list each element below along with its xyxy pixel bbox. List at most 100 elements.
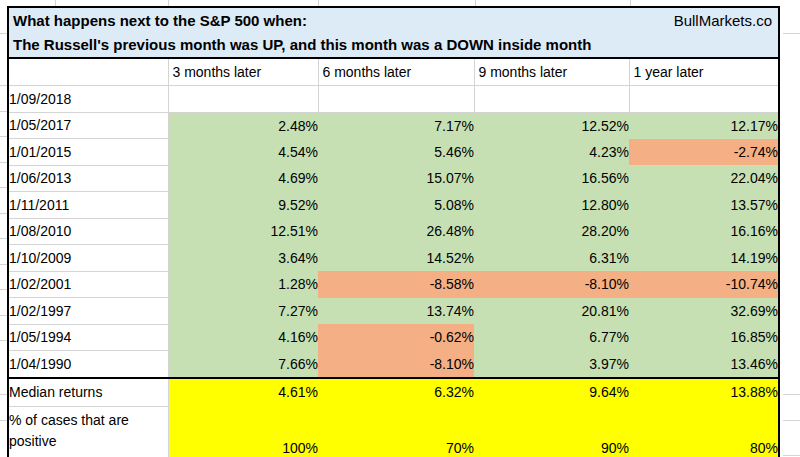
return-value-cell: 7.17% bbox=[318, 112, 474, 139]
empty-cell bbox=[318, 86, 474, 113]
median-value-cell: 13.88% bbox=[629, 378, 778, 407]
table-row: 1/08/201012.51%26.48%28.20%16.16% bbox=[9, 218, 778, 245]
return-value-cell: -8.58% bbox=[318, 271, 474, 298]
return-value-cell: 6.31% bbox=[474, 245, 629, 272]
table-row: 1/04/19907.66%-8.10%3.97%13.46% bbox=[9, 351, 778, 378]
date-cell: 1/02/2001 bbox=[9, 271, 168, 298]
return-value-cell: 12.52% bbox=[474, 112, 629, 139]
gridline bbox=[0, 420, 7, 421]
table-row: 1/05/20172.48%7.17%12.52%12.17% bbox=[9, 112, 778, 139]
gridline bbox=[0, 111, 7, 112]
return-value-cell: -10.74% bbox=[629, 271, 778, 298]
return-value-cell: 7.27% bbox=[168, 298, 318, 325]
date-cell: 1/05/2017 bbox=[9, 112, 168, 139]
return-value-cell: 12.17% bbox=[629, 112, 778, 139]
empty-cell bbox=[168, 86, 318, 113]
gridline bbox=[0, 85, 7, 86]
return-value-cell: -2.74% bbox=[629, 139, 778, 166]
gridline bbox=[0, 289, 7, 290]
gridline bbox=[0, 394, 7, 395]
spreadsheet-canvas: What happens next to the S&P 500 when: B… bbox=[0, 0, 800, 457]
percent-positive-label: % of cases that are positive bbox=[9, 406, 168, 457]
date-cell: 1/06/2013 bbox=[9, 165, 168, 192]
table-row: 1/02/19977.27%13.74%20.81%32.69% bbox=[9, 298, 778, 325]
return-value-cell: 5.08% bbox=[318, 192, 474, 219]
column-header: 6 months later bbox=[318, 59, 474, 86]
median-value-cell: 9.64% bbox=[474, 378, 629, 407]
percent-positive-label-line2: positive bbox=[9, 431, 168, 452]
date-cell: 1/05/1994 bbox=[9, 324, 168, 351]
date-cell: 1/08/2010 bbox=[9, 218, 168, 245]
table-row: 1/01/20154.54%5.46%4.23%-2.74% bbox=[9, 139, 778, 166]
return-value-cell: -8.10% bbox=[474, 271, 629, 298]
return-value-cell: 7.66% bbox=[168, 351, 318, 378]
return-value-cell: 4.23% bbox=[474, 139, 629, 166]
percent-positive-value-cell: 70% bbox=[318, 406, 474, 457]
return-value-cell: 2.48% bbox=[168, 112, 318, 139]
median-value-cell: 6.32% bbox=[318, 378, 474, 407]
return-value-cell: -0.62% bbox=[318, 324, 474, 351]
empty-cell bbox=[474, 86, 629, 113]
column-header: 9 months later bbox=[474, 59, 629, 86]
return-value-cell: 9.52% bbox=[168, 192, 318, 219]
table-row: 1/02/20011.28%-8.58%-8.10%-10.74% bbox=[9, 271, 778, 298]
date-cell: 1/02/1997 bbox=[9, 298, 168, 325]
return-value-cell: 3.97% bbox=[474, 351, 629, 378]
column-header: 1 year later bbox=[629, 59, 778, 86]
return-value-cell: 3.64% bbox=[168, 245, 318, 272]
gridline bbox=[0, 33, 7, 34]
return-value-cell: 13.46% bbox=[629, 351, 778, 378]
date-cell: 1/01/2015 bbox=[9, 139, 168, 166]
table-row: 1/10/20093.64%14.52%6.31%14.19% bbox=[9, 245, 778, 272]
percent-positive-value-cell: 80% bbox=[629, 406, 778, 457]
return-value-cell: 12.80% bbox=[474, 192, 629, 219]
return-value-cell: 4.69% bbox=[168, 165, 318, 192]
percent-positive-value-cell: 100% bbox=[168, 406, 318, 457]
median-returns-row: Median returns 4.61%6.32%9.64%13.88% bbox=[9, 378, 778, 407]
gridline bbox=[783, 420, 800, 421]
return-value-cell: 16.56% bbox=[474, 165, 629, 192]
return-value-cell: 20.81% bbox=[474, 298, 629, 325]
gridline bbox=[783, 33, 800, 34]
date-cell: 1/09/2018 bbox=[9, 86, 168, 113]
table-row: 1/06/20134.69%15.07%16.56%22.04% bbox=[9, 165, 778, 192]
gridline bbox=[783, 455, 800, 456]
median-value-cell: 4.61% bbox=[168, 378, 318, 407]
gridline bbox=[0, 187, 7, 188]
return-value-cell: 16.16% bbox=[629, 218, 778, 245]
return-value-cell: 12.51% bbox=[168, 218, 318, 245]
gridline bbox=[0, 315, 7, 316]
page-subtitle: The Russell's previous month was UP, and… bbox=[13, 33, 774, 57]
empty-cell bbox=[629, 86, 778, 113]
gridline bbox=[0, 340, 7, 341]
return-value-cell: 4.16% bbox=[168, 324, 318, 351]
column-header-row: 3 months later6 months later9 months lat… bbox=[9, 59, 778, 86]
column-header: 3 months later bbox=[168, 59, 318, 86]
date-cell: 1/11/2011 bbox=[9, 192, 168, 219]
percent-positive-row: % of cases that are positive 100%70%90%8… bbox=[9, 406, 778, 457]
table-row: 1/11/20119.52%5.08%12.80%13.57% bbox=[9, 192, 778, 219]
return-value-cell: 28.20% bbox=[474, 218, 629, 245]
gridline bbox=[0, 238, 7, 239]
return-value-cell: 13.74% bbox=[318, 298, 474, 325]
return-value-cell: 6.77% bbox=[474, 324, 629, 351]
title-banner: What happens next to the S&P 500 when: B… bbox=[9, 8, 778, 59]
return-value-cell: 16.85% bbox=[629, 324, 778, 351]
date-cell: 1/04/1990 bbox=[9, 351, 168, 378]
return-value-cell: 5.46% bbox=[318, 139, 474, 166]
gridline bbox=[0, 213, 7, 214]
return-value-cell: 32.69% bbox=[629, 298, 778, 325]
date-cell: 1/10/2009 bbox=[9, 245, 168, 272]
return-value-cell: 14.52% bbox=[318, 245, 474, 272]
brand-text: BullMarkets.co bbox=[674, 9, 774, 33]
table-row: 1/09/2018 bbox=[9, 86, 778, 113]
return-value-cell: 26.48% bbox=[318, 218, 474, 245]
return-value-cell: 15.07% bbox=[318, 165, 474, 192]
return-value-cell: 1.28% bbox=[168, 271, 318, 298]
gridline bbox=[783, 394, 800, 395]
returns-table: 3 months later6 months later9 months lat… bbox=[9, 59, 778, 457]
data-table-sheet: What happens next to the S&P 500 when: B… bbox=[7, 6, 780, 457]
median-label: Median returns bbox=[9, 378, 168, 407]
page-title: What happens next to the S&P 500 when: bbox=[13, 9, 307, 33]
return-value-cell: 14.19% bbox=[629, 245, 778, 272]
